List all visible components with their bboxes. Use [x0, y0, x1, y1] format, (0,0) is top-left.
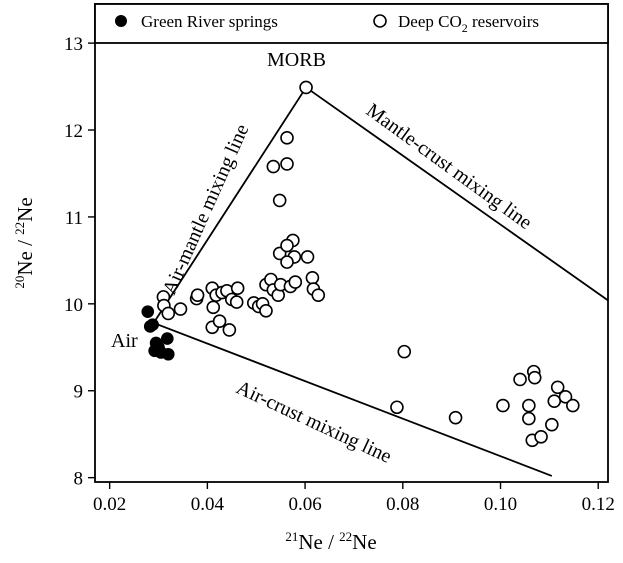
point-deep-co2 [311, 288, 326, 302]
point-deep-co2 [280, 238, 294, 253]
point-deep-co2 [229, 295, 244, 309]
point-deep-co2 [190, 288, 205, 302]
point-deep-co2 [448, 410, 463, 425]
point-deep-co2 [206, 300, 221, 315]
mantle-crust-mixing-line [305, 86, 608, 302]
x-tick-label: 0.08 [386, 494, 419, 515]
point-deep-co2 [259, 303, 273, 318]
point-deep-co2 [280, 157, 294, 171]
point-deep-co2 [496, 398, 510, 413]
point-deep-co2 [173, 302, 188, 316]
plot-frame [94, 3, 609, 483]
point-deep-co2 [566, 398, 580, 413]
y-axis-label: 20Ne / 22Ne [12, 197, 37, 288]
x-tick-label: 0.02 [93, 494, 126, 515]
y-tick-label: 12 [64, 121, 83, 142]
y-tick-label: 10 [64, 295, 83, 316]
x-tick-label: 0.10 [484, 494, 517, 515]
point-deep-co2 [527, 370, 542, 385]
point-deep-co2 [299, 80, 313, 95]
point-deep-co2 [545, 417, 559, 432]
legend-label-deep-co2: Deep CO2 reservoirs [398, 12, 539, 35]
point-deep-co2 [300, 250, 315, 264]
legend-box [94, 3, 609, 44]
point-deep-co2 [522, 398, 536, 413]
point-deep-co2 [280, 255, 294, 269]
point-deep-co2 [272, 193, 287, 208]
point-deep-co2 [305, 270, 320, 285]
y-tick-label: 8 [74, 469, 84, 490]
air-mantle-mixing-line [152, 86, 307, 324]
data-points [141, 80, 580, 448]
y-tick-label: 9 [74, 382, 84, 403]
point-deep-co2 [288, 275, 303, 289]
x-tick-label: 0.12 [582, 494, 615, 515]
mixing-lines [152, 86, 608, 477]
point-deep-co2 [390, 400, 404, 415]
point-deep-co2 [547, 394, 562, 408]
air-crust-mixing-line [153, 322, 553, 477]
y-tick-label: 13 [64, 34, 83, 55]
point-green-river [161, 347, 175, 361]
point-deep-co2 [550, 380, 565, 395]
point-deep-co2 [280, 131, 294, 145]
point-green-river [161, 332, 174, 345]
legend-marker-deep-co2 [373, 14, 387, 28]
point-deep-co2 [212, 314, 227, 329]
point-deep-co2 [266, 159, 281, 174]
legend: Green River springs Deep CO2 reservoirs [94, 3, 609, 44]
legend-label-green-river: Green River springs [141, 12, 278, 31]
point-deep-co2 [513, 372, 527, 387]
annotation-air: Air [111, 330, 138, 352]
point-deep-co2 [222, 323, 237, 337]
point-green-river [141, 305, 155, 318]
x-tick-label: 0.04 [191, 494, 225, 515]
point-deep-co2 [397, 344, 412, 359]
axis-ticks: 0.02 0.04 0.06 0.08 0.10 0.12 8 9 10 11 12 13 [64, 34, 615, 515]
y-tick-label: 11 [65, 208, 83, 229]
point-green-river [146, 318, 159, 331]
point-deep-co2 [534, 430, 548, 444]
point-deep-co2 [230, 281, 245, 295]
point-deep-co2 [522, 411, 536, 426]
x-tick-label: 0.06 [288, 494, 321, 515]
x-axis-label: 21Ne / 22Ne [285, 529, 376, 554]
point-deep-co2 [161, 306, 176, 321]
annotation-morb: MORB [267, 49, 326, 71]
point-deep-co2 [558, 390, 573, 404]
legend-marker-green-river [115, 15, 127, 27]
